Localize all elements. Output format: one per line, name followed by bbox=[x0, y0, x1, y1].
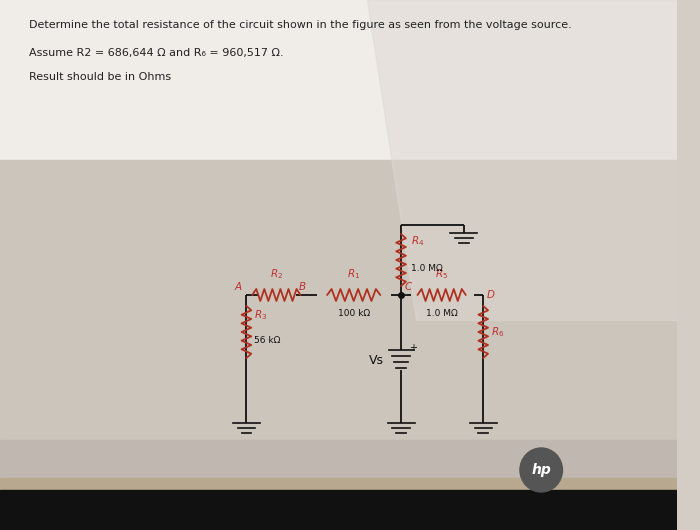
Text: $R_3$: $R_3$ bbox=[254, 308, 267, 322]
Text: 1.0 MΩ: 1.0 MΩ bbox=[411, 264, 442, 273]
Text: $R_5$: $R_5$ bbox=[435, 267, 448, 281]
Polygon shape bbox=[368, 0, 676, 320]
Text: $R_1$: $R_1$ bbox=[347, 267, 360, 281]
Text: $R_6$: $R_6$ bbox=[491, 325, 504, 339]
Bar bbox=[0, 440, 676, 495]
Text: C: C bbox=[405, 282, 412, 292]
Bar bbox=[0, 160, 676, 440]
Bar bbox=[0, 490, 676, 530]
Text: Determine the total resistance of the circuit shown in the figure as seen from t: Determine the total resistance of the ci… bbox=[29, 20, 572, 30]
Text: $R_2$: $R_2$ bbox=[270, 267, 283, 281]
Text: Assume R2 = 686,644 Ω and R₆ = 960,517 Ω.: Assume R2 = 686,644 Ω and R₆ = 960,517 Ω… bbox=[29, 48, 284, 58]
Text: hp: hp bbox=[531, 463, 551, 477]
Text: Vs: Vs bbox=[369, 354, 384, 367]
Bar bbox=[0, 478, 676, 493]
Text: 100 kΩ: 100 kΩ bbox=[337, 309, 370, 318]
Text: +: + bbox=[409, 343, 416, 353]
Circle shape bbox=[520, 448, 563, 492]
Text: 1.0 MΩ: 1.0 MΩ bbox=[426, 309, 458, 318]
Text: B: B bbox=[298, 282, 305, 292]
Text: $R_4$: $R_4$ bbox=[411, 234, 424, 248]
Text: A: A bbox=[234, 282, 241, 292]
Text: D: D bbox=[487, 290, 495, 300]
Text: 56 kΩ: 56 kΩ bbox=[254, 336, 281, 345]
Text: Result should be in Ohms: Result should be in Ohms bbox=[29, 72, 171, 82]
Bar bbox=[0, 0, 676, 160]
